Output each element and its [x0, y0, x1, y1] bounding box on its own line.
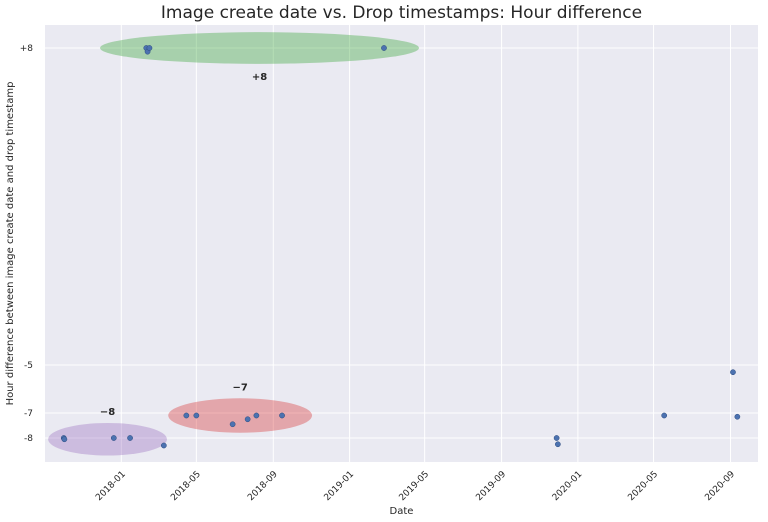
x-axis-label: Date [390, 506, 414, 517]
data-point [734, 413, 741, 420]
data-point [127, 435, 133, 441]
data-point [555, 441, 561, 448]
y-tick-label: -5 [24, 361, 33, 371]
x-axis-ticks: 2018-01 2018-05 2018-09 2019-01 2019-05 2019-… [94, 469, 737, 503]
data-point [146, 45, 153, 51]
data-point [730, 369, 736, 376]
x-tick-label: 2018-05 [169, 470, 203, 504]
data-point [244, 416, 251, 423]
x-tick-label: 2018-09 [246, 469, 280, 503]
y-tick-label: -8 [24, 434, 33, 444]
data-point [110, 435, 117, 441]
cluster-regions: +8 −7 −8 [48, 32, 420, 456]
data-point [553, 435, 560, 441]
data-point [61, 436, 68, 443]
x-tick-label: 2018-01 [94, 470, 128, 504]
y-axis-ticks: +8 -5 -7 -8 [20, 44, 34, 444]
cluster-label: +8 [252, 72, 267, 83]
y-tick-label: +8 [20, 44, 34, 54]
cluster-region [48, 423, 167, 456]
x-tick-label: 2019-05 [398, 470, 432, 504]
data-point [183, 412, 190, 419]
data-point [160, 442, 167, 449]
grid-lines [45, 25, 758, 462]
data-points [60, 45, 741, 449]
cluster-label: −7 [232, 382, 247, 393]
x-tick-label: 2020-01 [551, 470, 585, 504]
y-tick-label: -7 [24, 409, 33, 419]
data-point [661, 412, 668, 419]
x-tick-label: 2020-05 [626, 470, 660, 504]
cluster-label: −8 [100, 407, 115, 418]
data-point [193, 412, 200, 419]
x-tick-label: 2020-09 [703, 469, 737, 503]
data-point [229, 421, 236, 428]
chart-title: Image create date vs. Drop timestamps: H… [161, 3, 642, 23]
y-axis-label: Hour difference between image create dat… [5, 82, 16, 406]
data-point [253, 412, 260, 419]
data-point [279, 412, 285, 419]
x-tick-label: 2019-09 [474, 469, 508, 503]
x-tick-label: 2019-01 [322, 470, 356, 504]
cluster-region [100, 32, 420, 64]
plot-area [45, 25, 758, 462]
data-point [381, 45, 387, 51]
cluster-region [168, 398, 313, 433]
